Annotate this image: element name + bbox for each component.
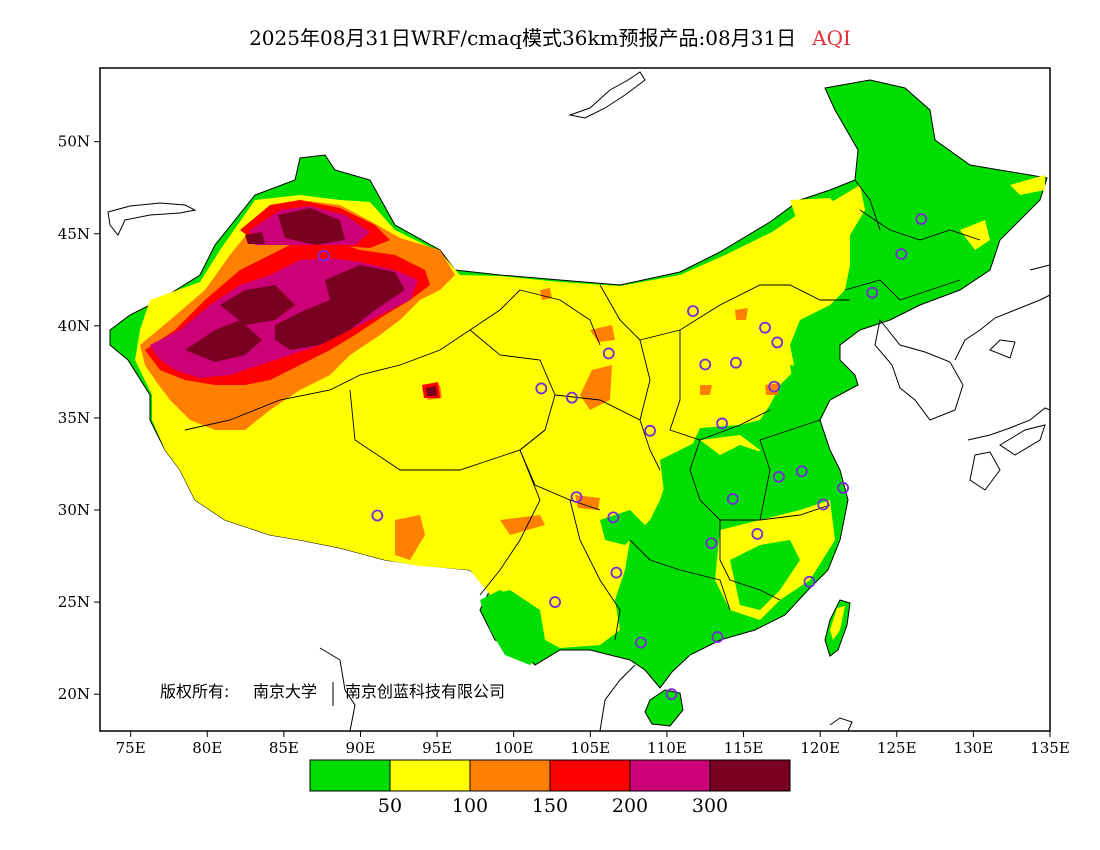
station-marker [371,509,384,522]
station-marker [699,358,712,371]
map-field [109,79,1048,727]
y-tick-label: 35N [58,409,90,427]
station-marker [726,493,739,505]
legend-label: 300 [692,795,728,817]
x-tick-label: 135E [1030,739,1070,757]
station-marker [759,321,771,334]
station-marker [795,465,808,478]
station-marker [665,688,678,701]
station-marker [602,347,615,360]
station-marker [644,424,656,437]
copyright-org2: 南京创蓝科技有限公司 [345,682,505,701]
x-tick-label: 80E [192,739,222,757]
legend-label: 200 [612,795,648,817]
copyright-org1: 南京大学 [253,682,317,701]
station-markers [317,213,928,701]
station-marker [837,481,850,494]
province-boundaries [184,179,981,641]
y-tick-label: 40N [58,317,90,335]
legend-swatch [389,759,471,792]
legend-swatch [709,759,791,792]
x-tick-label: 130E [954,739,994,757]
legend-swatch [469,759,551,792]
station-marker [317,249,330,262]
station-marker [895,248,908,260]
map-frame [99,67,1051,732]
station-marker [634,636,647,649]
station-marker [729,356,742,369]
x-tick-label: 105E [571,739,611,757]
x-tick-label: 90E [345,739,375,757]
x-tick-label: 95E [422,739,452,757]
station-marker [866,286,879,299]
station-marker [687,305,699,318]
legend-label: 150 [532,795,568,817]
station-marker [549,596,561,608]
station-marker [716,417,728,430]
station-marker [771,336,784,349]
copyright-prefix: 版权所有: [160,682,229,701]
station-marker [566,391,578,404]
aqi-region-hazardous [185,320,262,362]
station-marker [915,213,928,225]
station-marker [535,382,548,395]
x-tick-label: 120E [800,739,840,757]
y-tick-label: 20N [58,685,90,703]
x-tick-label: 125E [877,739,917,757]
copyright-notice: 版权所有: 南京大学 南京创蓝科技有限公司 [160,682,505,706]
station-marker [751,528,764,540]
station-marker [803,575,816,588]
y-tick-label: 45N [58,225,90,243]
color-legend: 50 100 150 200 300 [309,759,791,817]
legend-swatch [629,759,711,792]
x-tick-label: 75E [116,739,146,757]
station-marker [772,470,785,483]
x-axis: 75E 80E 85E 90E 95E 100E 105E 110E 115E 120E 125E 1… [116,731,1070,757]
x-tick-label: 110E [647,739,687,757]
legend-label: 100 [452,795,488,817]
station-marker [817,498,830,511]
station-marker [705,537,718,550]
station-marker [711,631,724,643]
legend-label: 50 [378,795,402,817]
x-tick-label: 115E [724,739,764,757]
title-variable: AQI [812,26,851,50]
foreign-coastlines [107,71,1051,732]
x-tick-label: 85E [269,739,299,757]
y-tick-label: 50N [58,133,90,151]
x-tick-label: 100E [494,739,534,757]
y-tick-label: 25N [58,593,90,611]
station-marker [607,511,620,524]
station-marker [768,380,781,393]
legend-swatch [549,759,631,792]
title-main: 2025年08月31日WRF/cmaq模式36km预报产品:08月31日 [249,26,797,50]
y-axis: 20N 25N 30N 35N 40N 45N 50N [58,133,100,703]
legend-swatch [309,759,391,792]
station-marker [610,566,623,579]
y-tick-label: 30N [58,501,90,519]
map-title: 2025年08月31日WRF/cmaq模式36km预报产品:08月31日 AQI [0,22,1100,51]
station-marker [570,491,583,504]
